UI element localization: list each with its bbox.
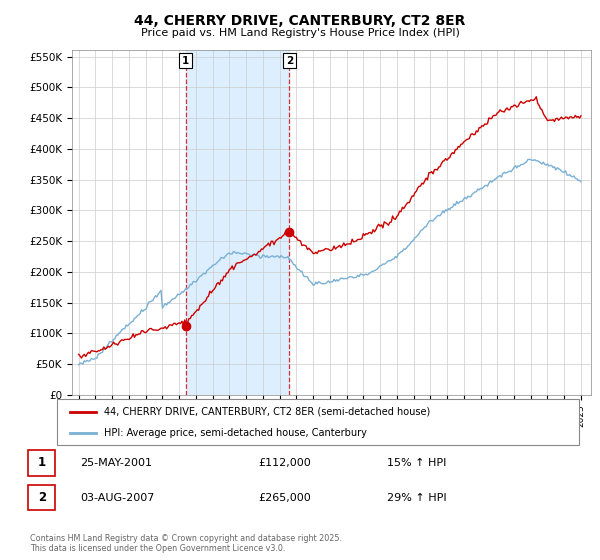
Text: 29% ↑ HPI: 29% ↑ HPI (387, 493, 446, 502)
Text: 15% ↑ HPI: 15% ↑ HPI (387, 458, 446, 468)
Text: 25-MAY-2001: 25-MAY-2001 (80, 458, 152, 468)
Text: Contains HM Land Registry data © Crown copyright and database right 2025.
This d: Contains HM Land Registry data © Crown c… (30, 534, 342, 553)
Text: 2: 2 (38, 491, 46, 504)
Text: Price paid vs. HM Land Registry's House Price Index (HPI): Price paid vs. HM Land Registry's House … (140, 28, 460, 38)
Text: HPI: Average price, semi-detached house, Canterbury: HPI: Average price, semi-detached house,… (104, 428, 367, 438)
Text: £265,000: £265,000 (259, 493, 311, 502)
Text: 03-AUG-2007: 03-AUG-2007 (80, 493, 154, 502)
FancyBboxPatch shape (28, 450, 55, 475)
Text: 1: 1 (182, 55, 189, 66)
Text: 44, CHERRY DRIVE, CANTERBURY, CT2 8ER (semi-detached house): 44, CHERRY DRIVE, CANTERBURY, CT2 8ER (s… (104, 407, 430, 417)
Text: 1: 1 (38, 456, 46, 469)
Text: £112,000: £112,000 (259, 458, 311, 468)
Text: 2: 2 (286, 55, 293, 66)
Text: 44, CHERRY DRIVE, CANTERBURY, CT2 8ER: 44, CHERRY DRIVE, CANTERBURY, CT2 8ER (134, 14, 466, 28)
FancyBboxPatch shape (28, 485, 55, 511)
FancyBboxPatch shape (57, 399, 579, 445)
Bar (185, 50, 289, 395)
